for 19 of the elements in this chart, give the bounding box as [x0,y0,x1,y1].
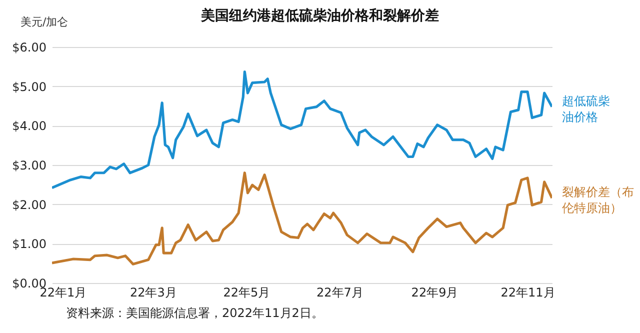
y-tick-label: $1.00 [12,237,46,252]
series-label: 裂解价差（布伦特原油） [562,185,634,216]
line-series [52,172,552,266]
text: 资料来源：美国能源信息署，2022年11月2日。 [66,306,324,320]
y-tick-label: $0.00 [12,276,46,290]
y-axis-title: 美元/加仑 [20,16,68,28]
y-tick-label: $3.00 [12,158,46,172]
series-label: 超低硫柴油价格 [562,94,610,124]
x-tick-label: 22年5月 [223,286,270,300]
y-tick-label: $6.00 [12,40,46,54]
y-tick-label: $5.00 [12,80,46,94]
x-tick-label: 22年11月 [500,286,556,300]
x-tick-label: 22年7月 [316,286,364,300]
line-series [52,70,552,190]
y-tick-label: $4.00 [12,119,46,134]
chart-title: 美国纽约港超低硫柴油价格和裂解价差 [200,7,439,24]
y-tick-label: $2.00 [12,198,46,212]
x-tick-label: 22年3月 [130,286,177,300]
x-tick-label: 22年9月 [411,286,458,300]
